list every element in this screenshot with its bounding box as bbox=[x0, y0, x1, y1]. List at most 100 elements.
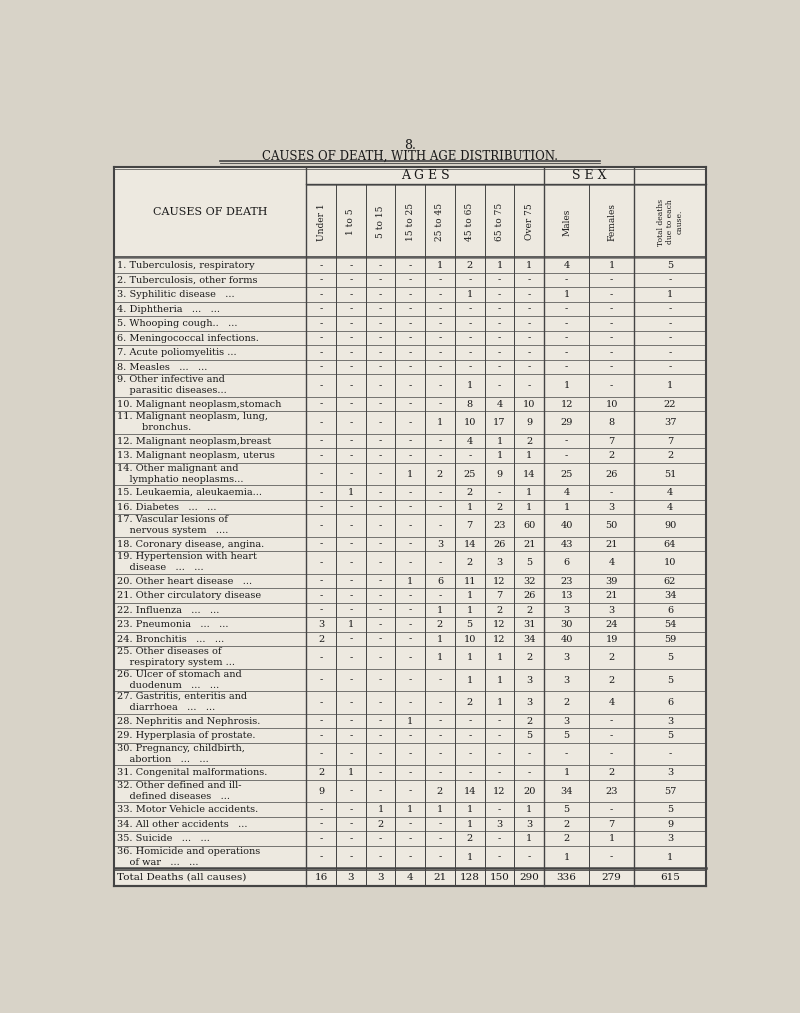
Text: -: - bbox=[438, 290, 442, 299]
Text: 1: 1 bbox=[407, 470, 414, 478]
Text: 1: 1 bbox=[563, 290, 570, 299]
Text: -: - bbox=[409, 620, 412, 629]
Text: -: - bbox=[409, 606, 412, 615]
Text: -: - bbox=[409, 261, 412, 270]
Text: -: - bbox=[319, 437, 322, 446]
Text: -: - bbox=[409, 787, 412, 795]
Text: 15. Leukaemia, aleukaemia...: 15. Leukaemia, aleukaemia... bbox=[117, 488, 262, 497]
Text: -: - bbox=[468, 363, 471, 372]
Text: -: - bbox=[349, 698, 352, 707]
Text: 1: 1 bbox=[667, 381, 673, 390]
Text: -: - bbox=[319, 853, 322, 862]
Text: -: - bbox=[409, 502, 412, 512]
Text: 1: 1 bbox=[466, 676, 473, 685]
Text: -: - bbox=[409, 731, 412, 741]
Text: -: - bbox=[319, 653, 322, 663]
Text: -: - bbox=[527, 276, 531, 285]
Text: -: - bbox=[438, 437, 442, 446]
Text: 4: 4 bbox=[667, 488, 673, 497]
Text: 4: 4 bbox=[667, 502, 673, 512]
Text: 23: 23 bbox=[560, 576, 573, 586]
Text: 3: 3 bbox=[563, 606, 570, 615]
Text: 3: 3 bbox=[496, 820, 502, 829]
Text: 336: 336 bbox=[557, 872, 577, 881]
Text: 12: 12 bbox=[560, 399, 573, 408]
Text: -: - bbox=[409, 437, 412, 446]
Text: -: - bbox=[468, 731, 471, 741]
Text: -: - bbox=[379, 606, 382, 615]
Text: -: - bbox=[498, 333, 501, 342]
Text: -: - bbox=[379, 558, 382, 567]
Text: 1: 1 bbox=[496, 653, 502, 663]
Text: -: - bbox=[438, 363, 442, 372]
Text: nervous system   ....: nervous system .... bbox=[117, 527, 229, 535]
Text: 3: 3 bbox=[526, 698, 532, 707]
Text: CAUSES OF DEATH, WITH AGE DISTRIBUTION.: CAUSES OF DEATH, WITH AGE DISTRIBUTION. bbox=[262, 150, 558, 163]
Text: -: - bbox=[319, 488, 322, 497]
Text: -: - bbox=[409, 853, 412, 862]
Text: -: - bbox=[349, 348, 352, 357]
Text: 5: 5 bbox=[667, 731, 673, 741]
Text: 1: 1 bbox=[466, 290, 473, 299]
Text: 3: 3 bbox=[347, 872, 354, 881]
Text: -: - bbox=[610, 305, 613, 313]
Text: -: - bbox=[319, 698, 322, 707]
Text: 4: 4 bbox=[496, 399, 502, 408]
Text: 4: 4 bbox=[609, 558, 614, 567]
Text: -: - bbox=[669, 750, 672, 759]
Text: -: - bbox=[319, 750, 322, 759]
Text: -: - bbox=[610, 290, 613, 299]
Text: CAUSES OF DEATH: CAUSES OF DEATH bbox=[153, 207, 267, 217]
Text: 9: 9 bbox=[318, 787, 324, 795]
Text: -: - bbox=[349, 363, 352, 372]
Text: 1: 1 bbox=[437, 606, 443, 615]
Text: -: - bbox=[379, 418, 382, 427]
Text: 2: 2 bbox=[609, 653, 614, 663]
Text: 4: 4 bbox=[407, 872, 414, 881]
Text: 54: 54 bbox=[664, 620, 676, 629]
Text: -: - bbox=[438, 319, 442, 328]
Text: -: - bbox=[379, 399, 382, 408]
Text: -: - bbox=[498, 381, 501, 390]
Text: 7: 7 bbox=[496, 592, 502, 600]
Text: -: - bbox=[438, 276, 442, 285]
Text: 1: 1 bbox=[466, 381, 473, 390]
Text: 25: 25 bbox=[463, 470, 476, 478]
Text: 6: 6 bbox=[437, 576, 443, 586]
Text: Over 75: Over 75 bbox=[525, 204, 534, 240]
Text: 1: 1 bbox=[407, 576, 414, 586]
Text: -: - bbox=[565, 276, 568, 285]
Text: 8: 8 bbox=[466, 399, 473, 408]
Text: -: - bbox=[610, 716, 613, 725]
Text: 21. Other circulatory disease: 21. Other circulatory disease bbox=[117, 592, 261, 600]
Text: -: - bbox=[319, 319, 322, 328]
Text: 16: 16 bbox=[314, 872, 328, 881]
Text: 2: 2 bbox=[466, 698, 473, 707]
Text: 3: 3 bbox=[563, 676, 570, 685]
Text: -: - bbox=[319, 363, 322, 372]
Text: 57: 57 bbox=[664, 787, 676, 795]
Text: -: - bbox=[409, 399, 412, 408]
Text: 26. Ulcer of stomach and: 26. Ulcer of stomach and bbox=[117, 670, 242, 679]
Text: -: - bbox=[379, 653, 382, 663]
Text: -: - bbox=[409, 488, 412, 497]
Text: -: - bbox=[319, 558, 322, 567]
Text: -: - bbox=[349, 381, 352, 390]
Text: -: - bbox=[409, 348, 412, 357]
Text: -: - bbox=[319, 470, 322, 478]
Text: -: - bbox=[379, 470, 382, 478]
Text: Total deaths
due to each
cause.: Total deaths due to each cause. bbox=[657, 199, 683, 245]
Text: 3: 3 bbox=[526, 820, 532, 829]
Text: -: - bbox=[468, 750, 471, 759]
Text: 32. Other defined and ill-: 32. Other defined and ill- bbox=[117, 781, 242, 789]
Text: 7: 7 bbox=[667, 437, 673, 446]
Text: -: - bbox=[349, 470, 352, 478]
Text: 59: 59 bbox=[664, 634, 676, 643]
Text: -: - bbox=[498, 305, 501, 313]
Text: -: - bbox=[379, 348, 382, 357]
Text: bronchus.: bronchus. bbox=[117, 423, 191, 433]
Text: 2: 2 bbox=[466, 558, 473, 567]
Text: -: - bbox=[379, 787, 382, 795]
Text: 5: 5 bbox=[667, 261, 673, 270]
Text: 1: 1 bbox=[563, 768, 570, 777]
